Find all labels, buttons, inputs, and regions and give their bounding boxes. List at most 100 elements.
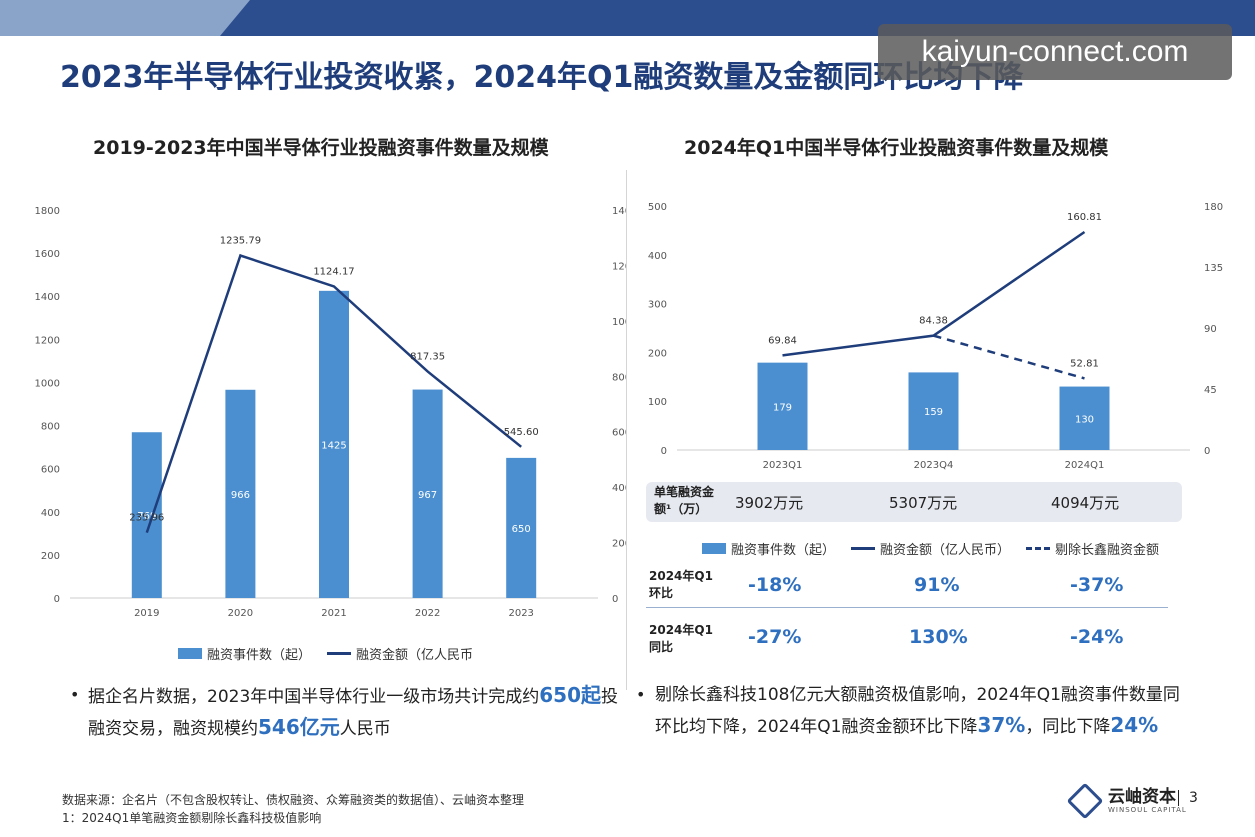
right-chart: 0 100 200 300 400 500 0 45 90 135 180 179 159 130 2023… — [648, 202, 1223, 471]
y-left-tick-label: 300 — [648, 300, 667, 311]
left-note-highlight-amount: 546亿元 — [258, 715, 340, 739]
right-note: 剔除长鑫科技108亿元大额融资极值影响，2024年Q1融资事件数量同环比均下降，… — [655, 680, 1195, 742]
y-left-tick-label: 1400 — [35, 292, 60, 303]
per-deal-label: 单笔融资金额¹（万） — [654, 485, 715, 516]
y-left-tick-label: 200 — [41, 551, 60, 562]
bar — [225, 389, 256, 598]
y-right-tick-label: 200 — [612, 539, 626, 550]
growth-qoq-amount: 91% — [914, 574, 960, 596]
legend-bar-swatch — [702, 543, 726, 554]
bar-value-label: 130 — [1075, 414, 1094, 425]
bar — [1059, 386, 1110, 450]
y-right-tick-label: 0 — [1204, 446, 1210, 457]
y-left-tick-label: 1200 — [35, 335, 60, 346]
left-chart: 0 200 400 600 800 1000 1200 1400 1600 1800 0 200 400… — [35, 206, 626, 619]
left-note-highlight-count: 650起 — [539, 683, 602, 707]
y-right-tick-label: 1000 — [612, 317, 626, 328]
right-note-text-1: 剔除长鑫科技108亿元大额融资极值影响，2024年Q1融资事件数量同环比均下降，… — [655, 685, 1180, 737]
left-note: 据企名片数据，2023年中国半导体行业一级市场共计完成约650起投融资交易，融资… — [88, 680, 618, 744]
page-number: 3 — [1178, 790, 1198, 806]
right-note-text-2: ，同比下降 — [1025, 717, 1111, 737]
bar — [908, 372, 959, 450]
left-note-bullet: • — [70, 685, 80, 704]
line-value-label: 69.84 — [768, 335, 797, 346]
right-note-bullet: • — [636, 685, 646, 704]
line-series — [145, 253, 522, 534]
bar-value-label: 159 — [924, 407, 943, 418]
x-tick-label: 2019 — [134, 608, 159, 619]
y-left-tick-label: 1600 — [35, 249, 60, 260]
x-tick-label: 2023Q1 — [763, 460, 803, 471]
left-chart-title: 2019-2023年中国半导体行业投融资事件数量及规模 — [93, 137, 549, 159]
line-value-label: 1124.17 — [313, 266, 354, 277]
bar-value-label: 1425 — [321, 440, 346, 451]
footnote-1: 1：2024Q1单笔融资金额剔除长鑫科技极值影响 — [62, 811, 322, 825]
x-tick-label: 2020 — [228, 608, 253, 619]
right-note-highlight-yoy: 24% — [1110, 713, 1159, 737]
line-value-label: 52.81 — [1070, 358, 1099, 369]
left-note-text-2: 投融资交易，融资规模约 — [88, 687, 619, 739]
right-chart-legend: 融资事件数（起） 融资金额（亿人民币） 剔除长鑫融资金额 — [702, 539, 1159, 558]
left-note-text-1: 据企名片数据，2023年中国半导体行业一级市场共计完成约 — [88, 687, 540, 707]
legend-dashed-swatch — [1026, 547, 1051, 550]
dashed-series-line — [933, 334, 1085, 380]
line-value-label: 817.35 — [410, 351, 445, 362]
panel-divider — [626, 170, 627, 690]
left-note-text-3: 人民币 — [339, 719, 391, 739]
y-right-tick-label: 1400 — [612, 206, 626, 217]
y-left-tick-label: 1800 — [35, 206, 60, 217]
legend-line-label: 融资金额（亿人民币 — [356, 648, 474, 663]
growth-qoq-count: -18% — [748, 574, 802, 596]
y-right-tick-label: 180 — [1204, 202, 1223, 213]
top-banner-accent — [0, 0, 250, 36]
per-deal-value-2023q4: 5307万元 — [889, 494, 958, 512]
growth-yoy-amount: 130% — [909, 626, 968, 648]
growth-label-qoq: 2024年Q1环比 — [649, 569, 713, 600]
y-right-tick-label: 45 — [1204, 385, 1217, 396]
bar-value-label: 966 — [231, 490, 250, 501]
y-right-tick-label: 400 — [612, 483, 626, 494]
bar — [506, 457, 537, 598]
right-chart-title: 2024年Q1中国半导体行业投融资事件数量及规模 — [684, 137, 1109, 159]
y-left-tick-label: 0 — [54, 594, 60, 605]
company-logo: 云岫资本 WINSOUL CAPITAL — [1066, 782, 1187, 820]
bar-value-label: 769 — [137, 511, 156, 522]
y-left-tick-label: 100 — [648, 397, 667, 408]
per-deal-amount-row: 单笔融资金额¹（万） 3902万元 5307万元 4094万元 — [646, 482, 1182, 522]
y-left-tick-label: 200 — [648, 348, 667, 359]
y-left-tick-label: 500 — [648, 202, 667, 213]
x-tick-label: 2023Q4 — [914, 460, 954, 471]
legend-line-swatch — [327, 652, 352, 655]
logo-name: 云岫资本 — [1108, 787, 1176, 807]
y-left-tick-label: 1000 — [35, 378, 60, 389]
bar-value-label: 650 — [512, 524, 531, 535]
line-value-label: 160.81 — [1067, 212, 1102, 223]
legend-bar-label: 融资事件数（起） — [207, 648, 312, 663]
y-left-tick-label: 600 — [41, 465, 60, 476]
left-chart-legend: 融资事件数（起） 融资金额（亿人民币 — [178, 644, 473, 663]
page-number-value: 3 — [1189, 790, 1198, 806]
y-left-tick-label: 400 — [648, 251, 667, 262]
y-right-tick-label: 0 — [612, 594, 618, 605]
legend-line-swatch — [851, 547, 876, 550]
bar — [131, 432, 162, 598]
x-tick-label: 2021 — [321, 608, 346, 619]
legend-line-label: 融资金额（亿人民币） — [880, 543, 1011, 558]
right-note-highlight-qoq: 37% — [977, 713, 1026, 737]
bar-value-label: 967 — [418, 490, 437, 501]
source-footnote: 数据来源：企名片（不包含股权转让、债权融资、众筹融资类的数据值）、云岫资本整理 — [62, 793, 525, 807]
y-left-tick-label: 400 — [41, 508, 60, 519]
page-separator — [1178, 790, 1179, 806]
growth-qoq-excl: -37% — [1070, 574, 1124, 596]
line-value-label: 84.38 — [919, 316, 948, 327]
per-deal-value-2023q1: 3902万元 — [735, 494, 804, 512]
bar-value-label: 179 — [773, 402, 792, 413]
bar — [319, 290, 349, 598]
watermark-url-badge: kaiyun-connect.com — [878, 24, 1232, 80]
x-tick-label: 2024Q1 — [1065, 460, 1105, 471]
y-left-tick-label: 0 — [661, 446, 667, 457]
legend-dashed-label: 剔除长鑫融资金额 — [1055, 543, 1160, 558]
growth-row-qoq: 2024年Q1环比 -18% 91% -37% — [646, 558, 1168, 608]
growth-row-yoy: 2024年Q1同比 -27% 130% -24% — [646, 610, 1168, 660]
y-right-tick-label: 90 — [1204, 324, 1217, 335]
